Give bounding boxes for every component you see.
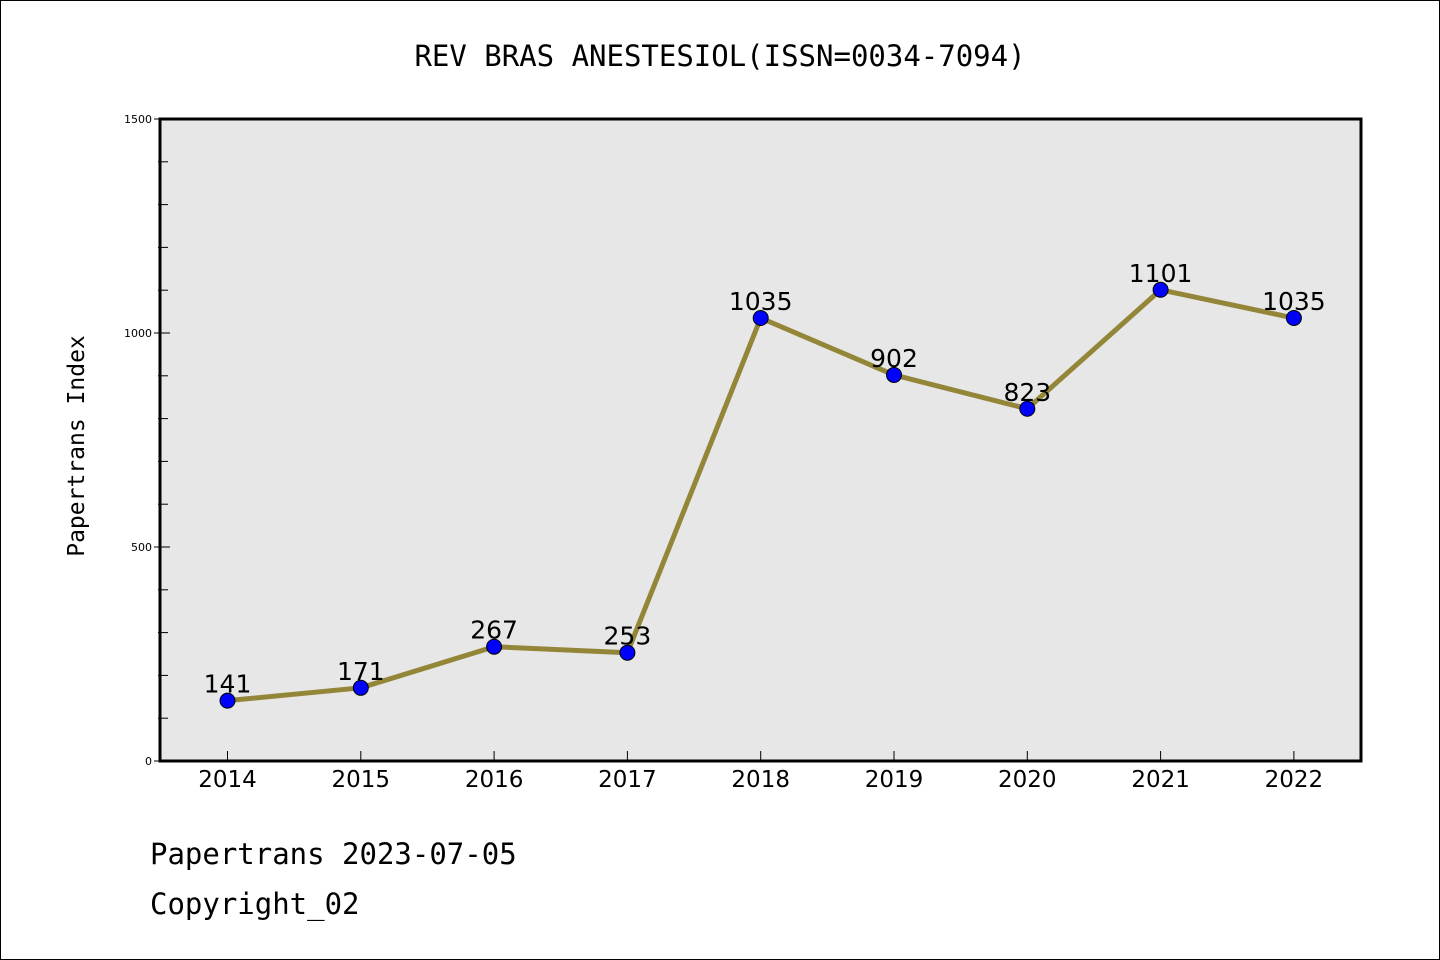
data-label: 1035 (1262, 287, 1326, 316)
data-label: 253 (604, 622, 652, 651)
data-point (219, 692, 236, 709)
data-label: 1035 (729, 287, 793, 316)
data-point (1019, 400, 1036, 417)
data-label: 823 (1003, 378, 1051, 407)
x-tick-label: 2020 (998, 767, 1057, 793)
data-point (619, 644, 636, 661)
plot-area (158, 117, 1363, 763)
x-tick-label: 2021 (1131, 767, 1190, 793)
chart-title: REV BRAS ANESTESIOL(ISSN=0034-7094) (414, 39, 1025, 73)
x-tick-label: 2017 (598, 767, 657, 793)
data-point (886, 366, 902, 383)
x-tick-label: 2022 (1265, 767, 1324, 793)
data-point (352, 679, 369, 696)
data-label: 1101 (1129, 259, 1193, 288)
y-tick-label: 1000 (124, 327, 152, 340)
data-label: 141 (204, 670, 252, 699)
x-tick-label: 2016 (465, 767, 524, 793)
y-tick-label: 0 (145, 755, 152, 768)
x-tick-label: 2019 (865, 767, 924, 793)
x-tick-label: 2015 (332, 767, 391, 793)
data-label: 267 (470, 616, 518, 645)
y-tick-label: 1500 (124, 113, 152, 126)
y-axis-label: Papertrans Index (64, 335, 90, 557)
footer-source: Papertrans 2023-07-05 (150, 837, 517, 871)
data-point (486, 638, 503, 655)
data-point (752, 310, 769, 327)
data-point (1152, 281, 1169, 298)
y-minor-ticks (158, 161, 168, 719)
footer-copyright: Copyright_02 (150, 887, 360, 922)
x-tick-label: 2018 (731, 767, 790, 793)
data-labels: 141 171 267 253 1035 902 823 1101 1035 (204, 259, 1326, 699)
y-axis-ticks: 0 500 1000 1500 (124, 113, 170, 768)
data-label: 171 (337, 657, 385, 686)
data-point (1285, 310, 1302, 327)
y-tick-label: 500 (131, 541, 152, 554)
x-axis-ticks: 2014 2015 2016 2017 2018 2019 2020 2021 2022 (198, 751, 1323, 793)
x-tick-label: 2014 (198, 767, 257, 793)
data-label: 902 (870, 344, 918, 373)
data-points (219, 281, 1302, 709)
